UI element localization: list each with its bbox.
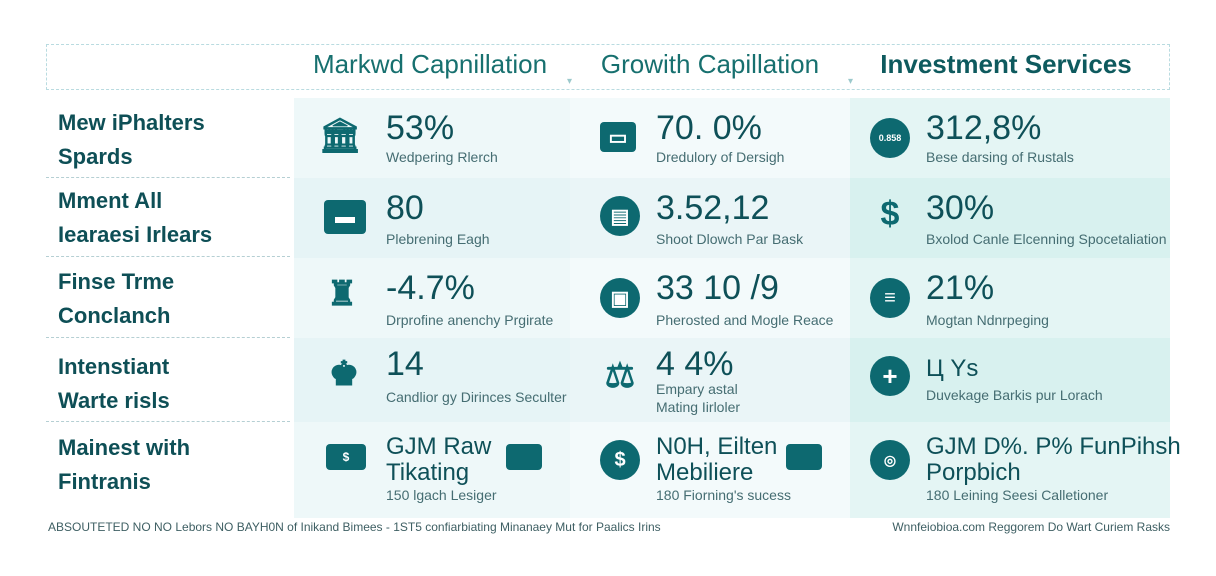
briefcase-icon: ▬: [324, 200, 366, 234]
money-bag-icon: ♚: [328, 355, 360, 393]
row-label-line: Mment All: [58, 188, 163, 213]
cell-value: 14: [386, 345, 424, 383]
wallet-icon: [786, 444, 822, 470]
row-label-line: Mainest with: [58, 435, 191, 460]
row-label: Mainest with Fintranis: [58, 431, 288, 499]
cell-description: Mating Iirloler: [656, 399, 741, 415]
cell-description: Mogtan Ndnrpeging: [926, 312, 1049, 328]
cell-r2-c3: $ 30% Bxolod Canle Elcenning Spocetaliat…: [850, 178, 1170, 258]
cell-value: N0H, Eilten: [656, 433, 778, 460]
row-label-line: Intenstiant: [58, 354, 170, 379]
column-header-2: Growith Capillation: [600, 49, 820, 79]
row-label-line: Spards: [58, 144, 133, 169]
wallet-icon: ▣: [600, 278, 640, 318]
cell-r3-c1: ♜ -4.7% Drprofine anenchy Prgirate: [294, 258, 570, 338]
cell-r5-c1: $ GJM Raw Tikating 150 lgach Lesiger: [294, 422, 570, 518]
plus-icon: +: [870, 356, 910, 396]
row-label: Mew iPhalters Spards: [58, 106, 288, 174]
column-header-1: Markwd Capnillation: [312, 49, 548, 79]
row-label-line: Mew iPhalters: [58, 110, 205, 135]
cell-value: 53%: [386, 109, 455, 147]
document-icon: ▤: [600, 196, 640, 236]
cell-value: 312,8%: [926, 109, 1042, 147]
cash-icon: $: [326, 444, 366, 470]
cell-r1-c3: 0.858 312,8% Bese darsing of Rustals: [850, 98, 1170, 178]
row-label-line: Fintranis: [58, 469, 151, 494]
cell-description: Shoot Dlowch Par Bask: [656, 231, 804, 247]
cell-value: GJM D%. P% FunPihsh: [926, 433, 1181, 460]
globe-icon: ◎: [870, 440, 910, 480]
cell-description: Candlior gy Dirinces Seculter: [386, 389, 567, 405]
monitor-icon: ▭: [600, 122, 636, 152]
wallet-icon: [506, 444, 542, 470]
dollar-coin-icon: $: [600, 440, 640, 480]
cell-r5-c2: $ N0H, Eilten Mebiliere 180 Fiorning's s…: [570, 422, 850, 518]
header-bar: [46, 44, 1170, 90]
scale-icon: ⚖: [604, 357, 636, 395]
footer-source: Wnnfeiobioa.com Reggorem Do Wart Curiem …: [892, 520, 1170, 534]
cell-value: Ц Ys: [926, 355, 979, 382]
cell-description: Drprofine anenchy Prgirate: [386, 312, 554, 328]
cell-value: 30%: [926, 189, 995, 227]
cell-r4-c1: ♚ 14 Candlior gy Dirinces Seculter: [294, 338, 570, 422]
row-divider: [46, 421, 290, 422]
bank-icon: 🏛: [318, 117, 362, 155]
cell-value: 4 4%: [656, 345, 734, 383]
cell-r5-c3: ◎ GJM D%. P% FunPihsh Porpbich 180 Leini…: [850, 422, 1181, 518]
cell-description: Duvekage Barkis pur Lorach: [926, 387, 1103, 403]
row-divider: [46, 256, 290, 257]
cell-r2-c2: ▤ 3.52,12 Shoot Dlowch Par Bask: [570, 178, 850, 258]
cell-r3-c3: ≡ 21% Mogtan Ndnrpeging: [850, 258, 1170, 338]
cell-value: Porpbich: [926, 459, 1021, 486]
cell-description: Bese darsing of Rustals: [926, 149, 1074, 165]
cell-value: 3.52,12: [656, 189, 770, 227]
cell-value: 33 10 /9: [656, 269, 779, 307]
row-label: Mment All Iearaesi Irlears: [58, 184, 288, 252]
cell-value: 21%: [926, 269, 995, 307]
cell-description: Bxolod Canle Elcenning Spocetaliation: [926, 231, 1167, 247]
cell-r4-c2: ⚖ 4 4% Empary astal Mating Iirloler: [570, 338, 850, 422]
cell-value: Tikating: [386, 459, 470, 486]
row-label: Intenstiant Warte risls: [58, 350, 288, 418]
column-header-3: Investment Services: [880, 49, 1132, 79]
cell-value: Mebiliere: [656, 459, 754, 486]
footer-disclaimer: ABSOUTETED NO NO Lebors NO BAYH0N of Ini…: [48, 520, 661, 534]
cell-value: -4.7%: [386, 269, 475, 307]
cell-r3-c2: ▣ 33 10 /9 Pherosted and Mogle Reace: [570, 258, 850, 338]
cell-r2-c1: ▬ 80 Plebrening Eagh: [294, 178, 570, 258]
cell-description: 150 lgach Lesiger: [386, 487, 497, 503]
cell-value: 70. 0%: [656, 109, 762, 147]
cell-description: Dredulory of Dersigh: [656, 149, 785, 165]
cell-description: Wedpering Rlerch: [386, 149, 498, 165]
cell-r1-c2: ▭ 70. 0% Dredulory of Dersigh: [570, 98, 850, 178]
cell-r1-c1: 🏛 53% Wedpering Rlerch: [294, 98, 570, 178]
dollar-icon: $: [880, 194, 900, 233]
statue-icon: ♜: [326, 275, 358, 313]
coin-icon: 0.858: [870, 118, 910, 158]
cell-value: GJM Raw: [386, 433, 492, 460]
cell-r4-c3: + Ц Ys Duvekage Barkis pur Lorach: [850, 338, 1170, 422]
row-label: Finse Trme Conclanch: [58, 265, 288, 333]
header-caret-icon: ▾: [848, 76, 854, 87]
cell-description: 180 Leining Seesi Calletioner: [926, 487, 1109, 503]
row-label-line: Iearaesi Irlears: [58, 222, 213, 247]
cell-value: 80: [386, 189, 424, 227]
row-label-line: Conclanch: [58, 303, 171, 328]
row-label-line: Finse Trme: [58, 269, 175, 294]
header-caret-icon: ▾: [567, 76, 573, 87]
row-divider: [46, 177, 290, 178]
row-label-line: Warte risls: [58, 388, 170, 413]
cell-description: Empary astal: [656, 381, 738, 397]
cell-description: Plebrening Eagh: [386, 231, 490, 247]
list-icon: ≡: [870, 278, 910, 318]
cell-description: 180 Fiorning's sucess: [656, 487, 791, 503]
row-divider: [46, 337, 290, 338]
cell-description: Pherosted and Mogle Reace: [656, 312, 834, 328]
